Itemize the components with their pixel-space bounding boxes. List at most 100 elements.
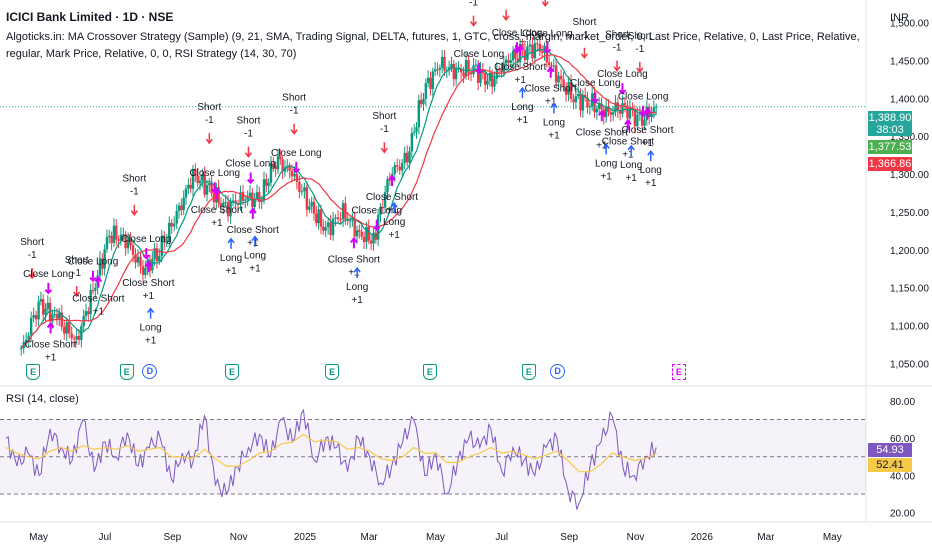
candle-body (32, 315, 35, 318)
long-arrow (550, 102, 558, 114)
candle-body (654, 106, 658, 108)
signal-label: Close Long (68, 257, 119, 268)
candle-body (115, 225, 118, 240)
short-arrow (130, 204, 138, 216)
candle-body (564, 87, 568, 95)
last-price-tag: 1,388.90 38:03 (868, 111, 912, 136)
candle-body (626, 105, 629, 119)
candle-body (226, 202, 230, 217)
candle-body (509, 60, 512, 63)
candle-body (633, 109, 637, 127)
currency-label[interactable]: INR (890, 12, 909, 24)
signal-label: Short (605, 30, 629, 41)
signal-label: Short (197, 102, 221, 113)
signal-label: Close Short (227, 225, 279, 236)
earnings-marker[interactable]: E (225, 364, 240, 380)
candle-body (187, 184, 190, 189)
candle-body (493, 78, 496, 87)
candle-body (536, 43, 539, 45)
signal-label: +1 (388, 230, 400, 241)
candle-body (381, 207, 385, 209)
candle-body (173, 223, 176, 227)
earnings-marker[interactable]: E (26, 364, 41, 380)
signal-label: +1 (645, 178, 657, 189)
signal-label: Long (620, 160, 642, 171)
close-long-marker (142, 248, 150, 260)
close-long-marker (639, 105, 647, 118)
candle-body (324, 227, 327, 231)
candle-body (511, 50, 515, 61)
candle-body (224, 202, 227, 204)
candle-body (393, 165, 396, 175)
candle-body (502, 63, 505, 73)
candle-body (618, 110, 622, 114)
signal-label: +1 (386, 205, 398, 216)
candle-body (134, 254, 137, 263)
upcoming-earnings-marker[interactable]: E (671, 364, 686, 380)
candle-body (20, 348, 23, 350)
symbol-title: ICICI Bank Limited · 1D · NSE (6, 10, 174, 24)
candle-body (108, 235, 111, 238)
signal-label: Short (572, 17, 596, 28)
candle-body (576, 94, 580, 97)
earnings-marker[interactable]: E (119, 364, 134, 380)
earnings-marker[interactable]: E (422, 364, 437, 380)
signal-label: +1 (625, 173, 637, 184)
signal-label: -1 (205, 115, 214, 126)
candle-body (431, 71, 435, 90)
candle-body (600, 104, 603, 110)
signal-label: +1 (548, 131, 560, 142)
signal-label: Close Long (23, 269, 74, 280)
candle-body (119, 234, 123, 241)
candle-body (351, 219, 354, 221)
close-long-marker (373, 219, 381, 232)
earnings-marker[interactable]: E (521, 364, 536, 380)
short-arrow (580, 47, 589, 60)
candle-body (574, 96, 578, 103)
candle-body (217, 187, 220, 204)
price-tick-label: 1,350.00 (890, 132, 929, 143)
candle-body (467, 59, 470, 73)
candle-body (355, 230, 359, 237)
signal-label: +1 (517, 115, 529, 126)
time-tick-label: Nov (627, 532, 645, 543)
time-tick-label: 2026 (691, 532, 714, 543)
signal-label: +1 (145, 336, 157, 347)
signal-label: -1 (380, 124, 389, 135)
close-short-marker (516, 44, 525, 56)
candle-body (386, 179, 389, 193)
signal-label: Close Long (189, 168, 240, 179)
candle-body (379, 207, 382, 215)
rsi-tick-label: 20.00 (890, 509, 915, 520)
candle-body (267, 182, 270, 186)
candle-body (229, 200, 232, 217)
dividend-marker[interactable]: D (142, 364, 158, 379)
candle-body (516, 58, 519, 63)
close-long-marker (618, 83, 627, 95)
signal-label: +1 (596, 140, 608, 151)
signal-label: +1 (45, 353, 57, 364)
price-tick-label: 1,150.00 (890, 284, 929, 295)
candle-body (344, 203, 347, 220)
price-tick-label: 1,050.00 (890, 359, 929, 370)
signal-label: +1 (143, 291, 155, 302)
earnings-marker[interactable]: E (325, 364, 340, 380)
dividend-marker[interactable]: D (550, 364, 566, 379)
candle-body (417, 100, 421, 128)
strategy-legend: Algoticks.in: MA Crossover Strategy (Sam… (6, 31, 860, 60)
signal-label: +1 (600, 171, 612, 182)
signal-label: -1 (580, 30, 589, 41)
candle-body (91, 290, 95, 292)
rsi-tick-label: 60.00 (890, 434, 915, 445)
candle-body (507, 59, 510, 63)
candle-body (180, 205, 183, 211)
candle-body (170, 222, 173, 227)
candle-body (68, 322, 71, 334)
short-arrow (613, 60, 621, 72)
candle-body (514, 50, 517, 59)
candle-body (436, 69, 439, 71)
candle-body (293, 173, 296, 177)
candle-body (105, 237, 109, 250)
long-arrow (627, 144, 635, 156)
candle-body (597, 104, 601, 109)
